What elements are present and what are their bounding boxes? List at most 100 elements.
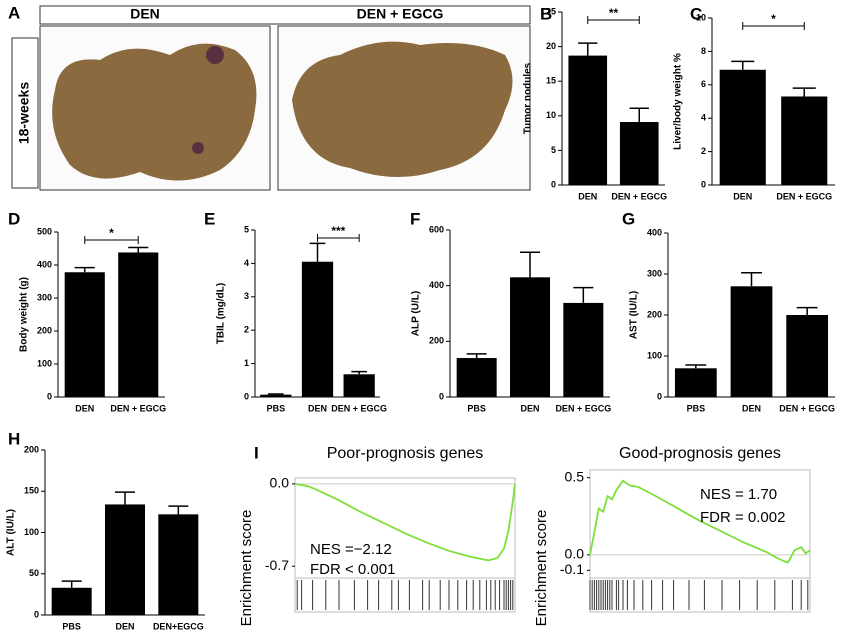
x-tick-label: DEN bbox=[75, 403, 94, 413]
annotation: FDR = 0.002 bbox=[700, 509, 785, 526]
y-tick-label: 20 bbox=[546, 41, 556, 51]
panel-letter: C bbox=[690, 4, 702, 23]
bar bbox=[568, 55, 608, 185]
y-tick-label: 300 bbox=[647, 268, 662, 278]
significance-bracket bbox=[742, 22, 805, 30]
y-axis-label: Enrichment score bbox=[533, 510, 550, 627]
y-tick-label: 0 bbox=[439, 391, 444, 401]
significance-label: * bbox=[771, 12, 776, 26]
x-tick-label: DEN + EGCG bbox=[331, 403, 387, 413]
y-tick-label: 3 bbox=[244, 291, 249, 301]
panel-letter: B bbox=[540, 4, 552, 23]
panel-letter: H bbox=[8, 429, 20, 448]
bar bbox=[105, 504, 145, 615]
x-tick-label: DEN bbox=[733, 191, 752, 201]
panel-letter: I bbox=[254, 443, 259, 462]
x-tick-label: DEN bbox=[520, 403, 539, 413]
liver-photo bbox=[52, 43, 257, 181]
y-tick-label: 1 bbox=[244, 358, 249, 368]
y-tick-label: 0.0 bbox=[270, 475, 290, 491]
panel-letter: G bbox=[622, 209, 635, 228]
y-axis-label: TBIL (mg/dL) bbox=[216, 283, 227, 344]
y-tick-label: 25 bbox=[546, 6, 556, 16]
nodule bbox=[206, 46, 224, 64]
liver-photo bbox=[292, 41, 513, 178]
y-tick-label: 200 bbox=[37, 325, 52, 335]
y-tick-label: 600 bbox=[429, 224, 444, 234]
y-tick-label: 0 bbox=[551, 179, 556, 189]
y-tick-label: 2 bbox=[701, 146, 706, 156]
error-bar bbox=[128, 246, 149, 253]
x-tick-label: DEN + EGCG bbox=[555, 403, 611, 413]
y-tick-label: 0 bbox=[657, 391, 662, 401]
x-tick-label: PBS bbox=[687, 403, 706, 413]
error-bar bbox=[578, 42, 598, 56]
y-tick-label: 0.5 bbox=[565, 468, 585, 484]
annotation: NES =−2.12 bbox=[310, 541, 392, 558]
bar bbox=[786, 315, 829, 397]
row-label: 18-weeks bbox=[16, 82, 32, 144]
significance-bracket bbox=[317, 234, 360, 242]
error-bar bbox=[61, 580, 82, 588]
x-tick-label: DEN + EGCG bbox=[776, 191, 832, 201]
y-tick-label: 4 bbox=[701, 113, 706, 123]
x-tick-label: DEN + EGCG bbox=[779, 403, 835, 413]
annotation: FDR < 0.001 bbox=[310, 561, 395, 578]
y-tick-label: 300 bbox=[37, 292, 52, 302]
significance-label: * bbox=[109, 226, 114, 240]
error-bar bbox=[351, 370, 367, 375]
error-bar bbox=[573, 286, 594, 303]
significance-label: ** bbox=[609, 6, 619, 20]
chart-title: Poor-prognosis genes bbox=[327, 445, 484, 462]
y-tick-label: 150 bbox=[24, 486, 39, 496]
y-tick-label: 500 bbox=[37, 226, 52, 236]
column-label: DEN bbox=[130, 6, 160, 22]
bar bbox=[619, 122, 659, 185]
bar bbox=[781, 96, 828, 185]
y-tick-label: 100 bbox=[24, 527, 39, 537]
y-tick-label: 400 bbox=[37, 259, 52, 269]
y-axis-label: Tumor nodules bbox=[523, 62, 534, 134]
nodule bbox=[192, 142, 204, 154]
significance-bracket bbox=[84, 236, 139, 244]
x-tick-label: DEN + EGCG bbox=[110, 403, 166, 413]
annotation: NES = 1.70 bbox=[700, 486, 777, 503]
significance-bracket bbox=[587, 16, 640, 24]
enrichment-line bbox=[294, 482, 516, 562]
panel-letter: F bbox=[410, 209, 420, 228]
y-axis-label: ALT (IU/L) bbox=[6, 509, 17, 556]
x-tick-label: PBS bbox=[62, 621, 81, 631]
y-axis-label: AST (IU/L) bbox=[629, 291, 640, 339]
y-tick-label: 50 bbox=[29, 568, 39, 578]
y-tick-label: 5 bbox=[551, 145, 556, 155]
y-tick-label: 200 bbox=[429, 336, 444, 346]
y-tick-label: 200 bbox=[647, 309, 662, 319]
x-tick-label: DEN bbox=[115, 621, 134, 631]
bar bbox=[158, 514, 199, 615]
bar bbox=[301, 261, 334, 397]
error-bar bbox=[796, 306, 818, 315]
y-axis-label: ALP (U/L) bbox=[411, 291, 422, 336]
y-tick-label: 200 bbox=[24, 444, 39, 454]
chart-title: Good-prognosis genes bbox=[619, 445, 781, 462]
error-bar bbox=[731, 60, 755, 70]
error-bar bbox=[268, 393, 284, 395]
error-bar bbox=[792, 87, 816, 97]
error-bar bbox=[168, 505, 189, 515]
bar bbox=[51, 587, 92, 615]
y-tick-label: 0 bbox=[701, 179, 706, 189]
bar bbox=[674, 368, 717, 397]
error-bar bbox=[309, 242, 326, 262]
row-label-box bbox=[11, 37, 39, 189]
error-bar bbox=[685, 364, 707, 369]
y-tick-label: 8 bbox=[701, 46, 706, 56]
y-axis-label: Enrichment score bbox=[238, 510, 255, 627]
y-tick-label: 0 bbox=[34, 609, 39, 619]
y-tick-label: -0.1 bbox=[560, 561, 584, 577]
y-tick-label: 5 bbox=[244, 224, 249, 234]
x-tick-label: PBS bbox=[467, 403, 486, 413]
error-bar bbox=[629, 107, 649, 123]
significance-label: *** bbox=[331, 224, 345, 238]
column-label: DEN + EGCG bbox=[357, 6, 444, 22]
